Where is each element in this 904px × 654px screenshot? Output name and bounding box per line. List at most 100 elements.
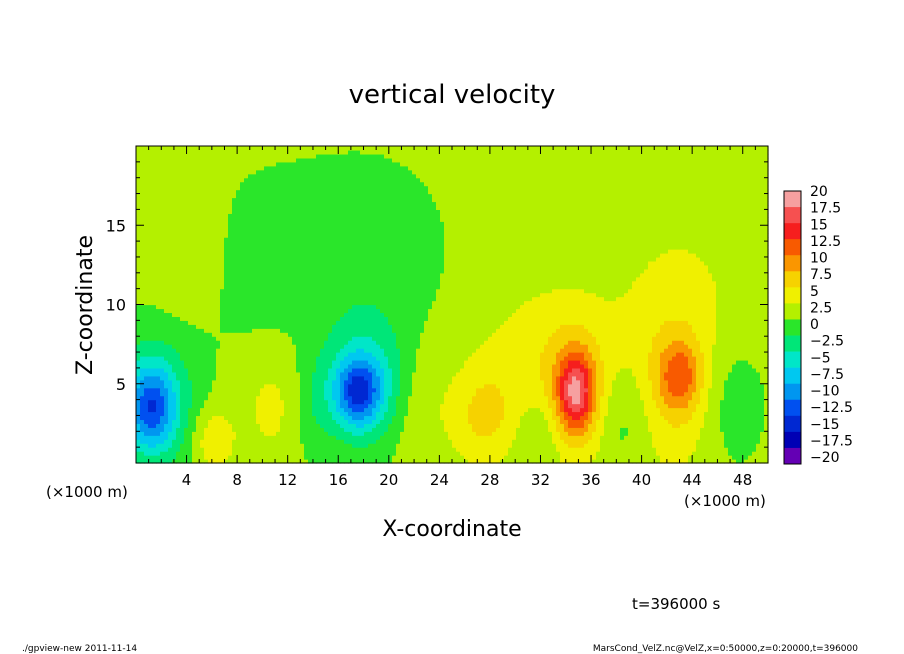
heatmap-cell bbox=[372, 157, 377, 163]
heatmap-cell bbox=[300, 264, 305, 270]
heatmap-cell bbox=[208, 336, 213, 341]
heatmap-cell bbox=[164, 193, 169, 199]
heatmap-cell bbox=[272, 205, 277, 210]
heatmap-cell bbox=[236, 352, 241, 357]
heatmap-cell bbox=[288, 435, 293, 440]
heatmap-cell bbox=[136, 312, 141, 317]
heatmap-cell bbox=[144, 288, 149, 294]
heatmap-cell bbox=[148, 387, 153, 393]
heatmap-cell bbox=[328, 352, 333, 357]
heatmap-cell bbox=[364, 423, 369, 428]
heatmap-cell bbox=[264, 459, 269, 464]
heatmap-cell bbox=[328, 348, 333, 353]
heatmap-cell bbox=[220, 272, 225, 278]
heatmap-cell bbox=[320, 209, 325, 214]
heatmap-cell bbox=[304, 431, 309, 436]
heatmap-cell bbox=[144, 237, 149, 242]
heatmap-cell bbox=[236, 363, 241, 369]
heatmap-cell bbox=[156, 260, 161, 266]
heatmap-cell bbox=[196, 336, 201, 341]
heatmap-cell bbox=[228, 217, 233, 222]
heatmap-cell bbox=[360, 284, 365, 290]
heatmap-cell bbox=[184, 284, 189, 290]
heatmap-cell bbox=[380, 225, 385, 230]
heatmap-cell bbox=[212, 272, 217, 278]
heatmap-cell bbox=[352, 383, 357, 389]
heatmap-cell bbox=[228, 300, 233, 306]
heatmap-cell bbox=[276, 363, 281, 369]
heatmap-cell bbox=[332, 225, 337, 230]
heatmap-cell bbox=[236, 419, 241, 424]
heatmap-cell bbox=[376, 292, 381, 298]
heatmap-cell bbox=[356, 153, 361, 159]
heatmap-cell bbox=[232, 169, 237, 175]
heatmap-cell bbox=[136, 320, 141, 325]
heatmap-cell bbox=[208, 161, 213, 167]
heatmap-cell bbox=[156, 352, 161, 357]
heatmap-cell bbox=[160, 268, 165, 274]
heatmap-cell bbox=[152, 443, 157, 448]
heatmap-cell bbox=[212, 237, 217, 242]
heatmap-cell bbox=[168, 264, 173, 270]
heatmap-cell bbox=[168, 455, 173, 460]
heatmap-cell bbox=[184, 157, 189, 163]
heatmap-cell bbox=[196, 383, 201, 389]
heatmap-cell bbox=[204, 245, 209, 250]
heatmap-cell bbox=[136, 272, 141, 278]
heatmap-cell bbox=[332, 359, 337, 365]
heatmap-cell bbox=[192, 312, 197, 317]
heatmap-cell bbox=[304, 300, 309, 306]
heatmap-cell bbox=[320, 221, 325, 226]
heatmap-cell bbox=[184, 403, 189, 409]
heatmap-cell bbox=[180, 320, 185, 325]
heatmap-cell bbox=[252, 169, 257, 175]
heatmap-cell bbox=[260, 237, 265, 242]
heatmap-cell bbox=[144, 348, 149, 353]
heatmap-cell bbox=[172, 415, 177, 421]
heatmap-cell bbox=[316, 399, 321, 405]
heatmap-cell bbox=[204, 387, 209, 393]
heatmap-cell bbox=[184, 415, 189, 421]
heatmap-cell bbox=[224, 336, 229, 341]
heatmap-cell bbox=[216, 367, 221, 373]
heatmap-cell bbox=[288, 367, 293, 373]
heatmap-cell bbox=[248, 213, 253, 218]
heatmap-cell bbox=[236, 177, 241, 183]
heatmap-cell bbox=[304, 447, 309, 452]
heatmap-cell bbox=[380, 292, 385, 298]
heatmap-cell bbox=[244, 459, 249, 464]
heatmap-cell bbox=[148, 320, 153, 325]
heatmap-cell bbox=[348, 217, 353, 222]
heatmap-cell bbox=[352, 415, 357, 421]
heatmap-cell bbox=[164, 201, 169, 207]
heatmap-cell bbox=[328, 419, 333, 424]
heatmap-cell bbox=[292, 237, 297, 242]
heatmap-cell bbox=[236, 165, 241, 171]
heatmap-cell bbox=[140, 411, 145, 417]
heatmap-cell bbox=[176, 229, 181, 234]
heatmap-cell bbox=[364, 272, 369, 278]
heatmap-cell bbox=[356, 276, 361, 282]
heatmap-cell bbox=[284, 201, 289, 207]
heatmap-cell bbox=[224, 157, 229, 163]
heatmap-cell bbox=[256, 169, 261, 175]
heatmap-cell bbox=[332, 169, 337, 175]
heatmap-cell bbox=[300, 249, 305, 254]
heatmap-cell bbox=[312, 447, 317, 452]
heatmap-cell bbox=[264, 363, 269, 369]
heatmap-cell bbox=[188, 328, 193, 333]
heatmap-cell bbox=[200, 241, 205, 246]
heatmap-cell bbox=[288, 225, 293, 230]
heatmap-cell bbox=[196, 260, 201, 266]
heatmap-cell bbox=[248, 375, 253, 381]
heatmap-cell bbox=[236, 260, 241, 266]
heatmap-cell bbox=[328, 443, 333, 448]
heatmap-cell bbox=[340, 272, 345, 278]
heatmap-cell bbox=[244, 403, 249, 409]
heatmap-cell bbox=[324, 225, 329, 230]
heatmap-cell bbox=[356, 447, 361, 452]
heatmap-cell bbox=[144, 387, 149, 393]
heatmap-cell bbox=[300, 427, 305, 432]
heatmap-cell bbox=[232, 197, 237, 203]
heatmap-cell bbox=[288, 304, 293, 310]
